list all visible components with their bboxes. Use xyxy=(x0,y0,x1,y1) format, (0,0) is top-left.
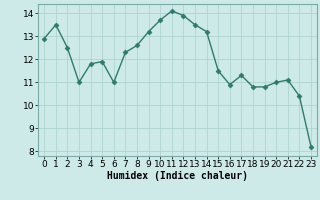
X-axis label: Humidex (Indice chaleur): Humidex (Indice chaleur) xyxy=(107,171,248,181)
